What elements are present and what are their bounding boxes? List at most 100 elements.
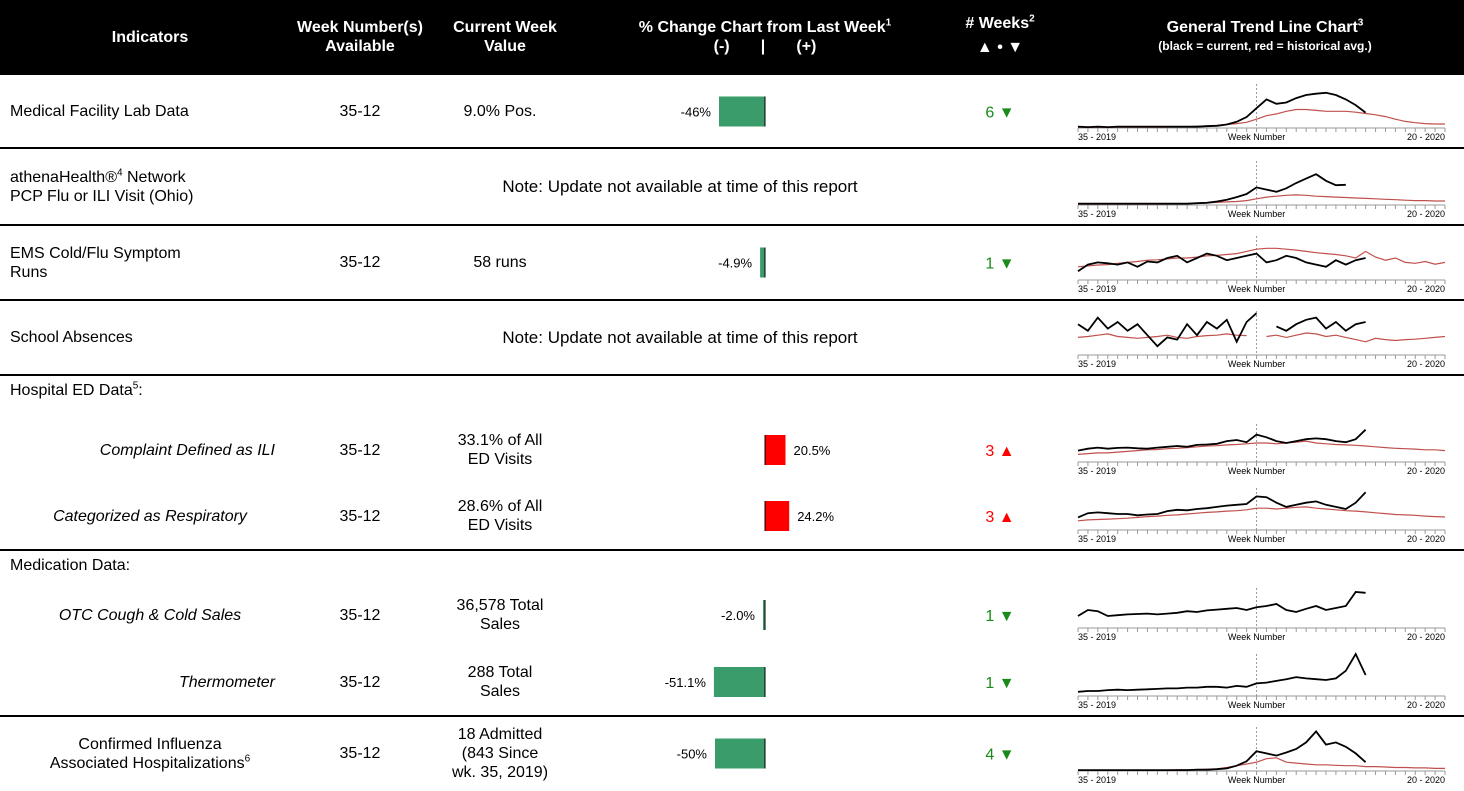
trend-axis-label: 35 - 2019: [1078, 284, 1116, 294]
indicator-text: Complaint Defined as ILI: [99, 441, 275, 459]
col-header: Week Number(s) Available: [280, 18, 440, 56]
trend-current: [1078, 729, 1367, 771]
indicator-text: :: [138, 382, 143, 399]
trend-axis-label: 20 - 2020: [1407, 209, 1445, 219]
trend-axis-label: Week Number: [1228, 775, 1285, 785]
weeks: 35-12: [339, 507, 381, 525]
change-label: -51.1%: [665, 675, 707, 690]
trend-weeks-count: 1: [985, 675, 994, 692]
indicator-line: Categorized as Respiratory: [20, 507, 280, 526]
col-header: % Change Chart from Last Week1 (-) | (+): [590, 18, 940, 56]
col-header: Indicators: [111, 29, 189, 46]
indicator: Complaint Defined as ILI: [10, 441, 275, 460]
indicator-line: Confirmed Influenza: [20, 735, 280, 754]
indicator-line: Medical Facility Lab Data: [10, 102, 275, 121]
direction: ▼: [999, 256, 1015, 273]
trend-historical: [1077, 506, 1446, 522]
indicator: EMS Cold/Flu Symptom Runs: [10, 244, 275, 282]
direction: ▲: [999, 509, 1015, 526]
indicator-line: PCP Flu or ILI Visit (Ohio): [10, 187, 275, 206]
trend-axis-label: Week Number: [1228, 700, 1285, 710]
trend-historical: [1077, 440, 1446, 455]
trend-axis-label: Week Number: [1228, 466, 1285, 476]
indicator-text: School Absences: [10, 329, 133, 346]
col-header-line: General Trend Line Chart: [1166, 19, 1358, 36]
indicator-line: Runs: [10, 263, 275, 282]
trend-axis-label: Week Number: [1228, 534, 1285, 544]
footnote-mark: 4: [116, 167, 123, 179]
value-line: 58 runs: [473, 254, 527, 271]
indicator: Thermometer: [10, 673, 275, 692]
note: Note: Update not available at time of th…: [502, 328, 858, 347]
trend-axis-label: 35 - 2019: [1078, 359, 1116, 369]
value: 33.1% of All ED Visits: [420, 431, 580, 469]
change-label: -2.0%: [721, 608, 755, 623]
symbols: ▲ • ▼: [976, 39, 1024, 56]
direction: ▼: [999, 105, 1015, 122]
trend-historical: [1078, 108, 1445, 128]
subtitle: (black = current, red = historical avg.): [1158, 39, 1372, 53]
indicator-text: Medication Data:: [10, 557, 131, 574]
value-line: 9.0% Pos.: [463, 103, 537, 120]
direction: ▼: [999, 747, 1015, 764]
trend-weeks-count: 3: [985, 509, 994, 526]
col-header-line: # Weeks: [965, 15, 1030, 32]
indicator-line: Hospital ED Data5:: [10, 381, 275, 400]
weeks: 35-12: [339, 254, 381, 271]
indicator: athenaHealth®4 Network PCP Flu or ILI Vis…: [10, 168, 275, 206]
indicator-line: Complaint Defined as ILI: [10, 441, 275, 460]
col-header-line: Value: [484, 38, 526, 55]
trend-axis-label: 20 - 2020: [1407, 359, 1445, 369]
value-line: (843 Since: [461, 745, 539, 762]
trend-axis-label: Week Number: [1228, 359, 1285, 369]
trend-weeks: 1 ▼: [985, 608, 1014, 625]
change-bar: [765, 501, 790, 531]
footnote-mark: 2: [1029, 13, 1035, 25]
col-header-line: Available: [325, 38, 395, 55]
trend-axis-label: Week Number: [1228, 132, 1285, 142]
indicator-line: School Absences: [10, 328, 275, 347]
col-header: # Weeks2 ▲ • ▼: [940, 14, 1060, 57]
trend-weeks-count: 3: [985, 443, 994, 460]
trend-axis-label: 35 - 2019: [1078, 700, 1116, 710]
indicator-text: Associated Hospitalizations: [49, 754, 245, 772]
change-bar: [713, 667, 765, 697]
neg-label: (-): [713, 38, 730, 55]
change-bar: [765, 435, 786, 465]
trend-current: [1078, 173, 1346, 205]
indicator-text: Thermometer: [178, 673, 275, 691]
trend-weeks: 6 ▼: [985, 105, 1014, 122]
direction: ▼: [999, 608, 1015, 625]
trend-axis-label: 20 - 2020: [1407, 466, 1445, 476]
trend-current: [1077, 652, 1367, 693]
value-line: ED Visits: [467, 451, 533, 468]
col-header: Current Week Value: [430, 18, 580, 56]
indicator-line: EMS Cold/Flu Symptom: [10, 244, 275, 263]
value: 28.6% of All ED Visits: [420, 497, 580, 535]
trend-axis-label: 20 - 2020: [1407, 284, 1445, 294]
indicator-text: Categorized as Respiratory: [53, 507, 247, 525]
indicator: OTC Cough & Cold Sales: [20, 606, 280, 625]
indicator: Hospital ED Data5:: [10, 381, 275, 400]
indicator: Confirmed Influenza Associated Hospitaliz…: [20, 735, 280, 773]
footnote-mark: 1: [885, 17, 892, 29]
change-label: -46%: [681, 105, 712, 120]
trend-axis-label: 35 - 2019: [1078, 466, 1116, 476]
trend-current: [1077, 312, 1366, 348]
indicator-text: Network: [122, 168, 186, 186]
trend-historical: [1077, 247, 1446, 268]
trend-historical: [1078, 757, 1445, 771]
trend-current: [1077, 91, 1367, 129]
trend-weeks-count: 6: [985, 105, 994, 122]
value-line: Sales: [479, 616, 521, 633]
trend-axis-label: 20 - 2020: [1407, 632, 1445, 642]
value: 18 Admitted (843 Since wk. 35, 2019): [420, 725, 580, 782]
trend-weeks: 4 ▼: [985, 747, 1014, 764]
indicator-text: Runs: [10, 263, 48, 281]
indicator: Categorized as Respiratory: [20, 507, 280, 526]
note: Note: Update not available at time of th…: [502, 177, 858, 196]
change-label: 20.5%: [794, 443, 831, 458]
pos-label: (+): [796, 38, 817, 55]
trend-axis-label: 35 - 2019: [1078, 132, 1116, 142]
header: Indicators Week Number(s) Available Curre…: [0, 0, 1464, 75]
